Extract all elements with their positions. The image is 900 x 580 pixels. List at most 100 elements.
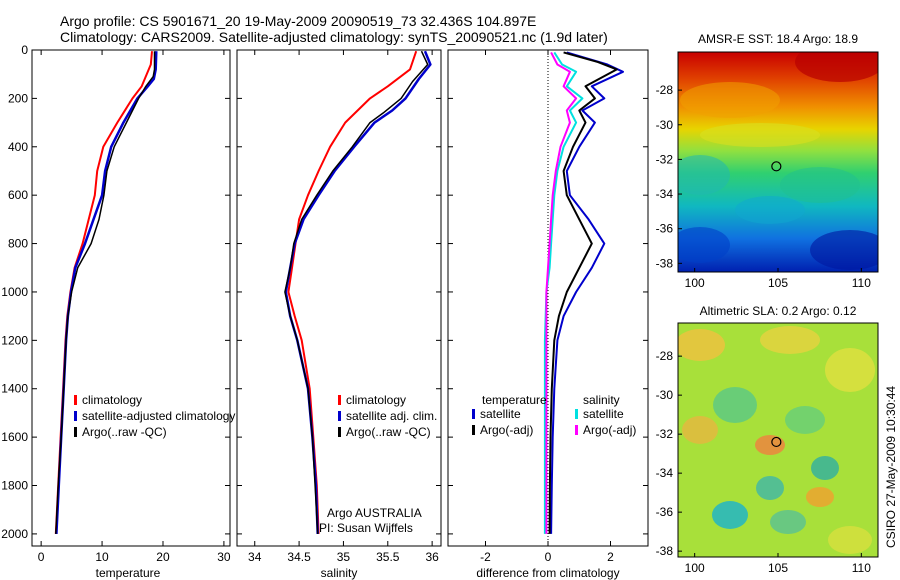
series-line bbox=[55, 51, 156, 534]
difference-legend-title-salinity: salinity bbox=[583, 393, 620, 407]
y-tick-label: 200 bbox=[8, 91, 28, 105]
legend-swatch bbox=[74, 395, 77, 405]
y-tick-label: 0 bbox=[21, 43, 28, 57]
series-line bbox=[550, 51, 624, 534]
difference-series bbox=[543, 51, 624, 534]
sla-map-ticks: 100 105 110 -28 -30 -32 -34 -36 -38 bbox=[656, 349, 872, 575]
temperature-ticks: 0 10 20 30 0 200 400 600 800 1000 1200 1400 1600 1800… bbox=[1, 43, 231, 564]
difference-ticks: -2 0 2 bbox=[448, 49, 648, 564]
y-tick-label: -38 bbox=[656, 544, 674, 558]
y-tick-label: -30 bbox=[656, 118, 674, 132]
y-tick-label: -32 bbox=[656, 427, 674, 441]
y-tick-label: 1800 bbox=[1, 479, 28, 493]
y-tick-label: 800 bbox=[8, 237, 28, 251]
x-tick-label: 34 bbox=[248, 550, 262, 564]
y-tick-label: -28 bbox=[656, 83, 674, 97]
y-tick-label: 1200 bbox=[1, 333, 28, 347]
y-tick-label: -32 bbox=[656, 152, 674, 166]
x-tick-label: 2 bbox=[607, 550, 614, 564]
legend-label: satellite bbox=[480, 407, 521, 421]
x-tick-label: 105 bbox=[768, 276, 788, 290]
difference-xlabel: difference from climatology bbox=[476, 566, 619, 580]
argo-australia-note: Argo AUSTRALIA bbox=[327, 506, 422, 520]
legend-label: satellite bbox=[583, 407, 624, 421]
y-tick-label: -34 bbox=[656, 466, 674, 480]
y-tick-label: 1000 bbox=[1, 285, 28, 299]
y-tick-label: 400 bbox=[8, 140, 28, 154]
salinity-panel: 34 34.5 35 35.5 36 climatology satellite adj.… bbox=[236, 49, 442, 580]
x-tick-label: 30 bbox=[217, 550, 231, 564]
salinity-series bbox=[284, 50, 432, 534]
y-tick-label: 2000 bbox=[1, 527, 28, 541]
legend-swatch bbox=[74, 427, 77, 437]
x-tick-label: 20 bbox=[156, 550, 170, 564]
x-tick-label: 0 bbox=[545, 550, 552, 564]
legend-label: Argo(-adj) bbox=[480, 423, 533, 437]
legend-label: satellite adj. clim. bbox=[346, 409, 437, 423]
sla-heatmap bbox=[678, 323, 878, 557]
y-tick-label: 1600 bbox=[1, 430, 28, 444]
x-tick-label: 110 bbox=[852, 276, 871, 290]
sst-map-title: AMSR-E SST: 18.4 Argo: 18.9 bbox=[698, 32, 858, 46]
sla-map-title: Altimetric SLA: 0.2 Argo: 0.12 bbox=[700, 304, 857, 318]
x-tick-label: 35.5 bbox=[376, 550, 400, 564]
difference-legend: satellite Argo(-adj) satellite Argo(-adj) bbox=[472, 407, 636, 437]
salinity-ticks: 34 34.5 35 35.5 36 bbox=[237, 49, 441, 564]
legend-swatch bbox=[338, 411, 341, 421]
y-tick-label: -36 bbox=[656, 222, 674, 236]
x-tick-label: 34.5 bbox=[287, 550, 311, 564]
argo-location-marker-sla bbox=[771, 436, 782, 448]
x-tick-label: 36 bbox=[425, 550, 439, 564]
sst-map-ticks: 100 105 110 -28 -30 -32 -34 -36 -38 bbox=[656, 83, 872, 290]
series-line bbox=[284, 50, 429, 534]
y-tick-label: 600 bbox=[8, 188, 28, 202]
legend-label: Argo(..raw -QC) bbox=[346, 425, 431, 439]
temperature-panel: 0 10 20 30 0 200 400 600 800 1000 1200 1400 1600 1800… bbox=[1, 43, 235, 580]
legend-swatch bbox=[338, 427, 341, 437]
legend-label: Argo(..raw -QC) bbox=[82, 425, 167, 439]
sla-map-panel: Altimetric SLA: 0.2 Argo: 0.12 100 105 110… bbox=[656, 304, 879, 575]
y-tick-label: -38 bbox=[656, 256, 674, 270]
legend-label: satellite-adjusted climatology bbox=[82, 409, 235, 423]
x-tick-label: 10 bbox=[95, 550, 109, 564]
salinity-legend: climatology satellite adj. clim. Argo(..ra… bbox=[338, 393, 437, 439]
x-tick-label: 110 bbox=[852, 561, 871, 575]
legend-swatch bbox=[74, 411, 77, 421]
x-tick-label: 105 bbox=[768, 561, 788, 575]
argo-location-marker bbox=[771, 161, 782, 172]
temperature-legend: climatology satellite-adjusted climatolog… bbox=[74, 393, 235, 439]
temperature-series bbox=[54, 51, 158, 534]
x-tick-label: 100 bbox=[685, 276, 705, 290]
temperature-plot-frame bbox=[31, 49, 231, 547]
legend-swatch bbox=[472, 409, 475, 419]
y-tick-label: 1400 bbox=[1, 382, 28, 396]
legend-label: climatology bbox=[82, 393, 142, 407]
csiro-timestamp: CSIRO 27-May-2009 10:30:44 bbox=[884, 385, 898, 548]
sst-heatmap bbox=[678, 52, 878, 272]
pi-name-note: PI: Susan Wijffels bbox=[319, 521, 413, 535]
sst-map-panel: AMSR-E SST: 18.4 Argo: 18.9 100 105 110 -28… bbox=[656, 32, 879, 290]
series-line bbox=[548, 51, 618, 534]
y-tick-label: -36 bbox=[656, 505, 674, 519]
legend-swatch bbox=[472, 425, 475, 435]
y-tick-label: -28 bbox=[656, 349, 674, 363]
figure-title-line1: Argo profile: CS 5901671_20 19-May-2009 … bbox=[60, 13, 537, 29]
difference-legend-title-temperature: temperature bbox=[482, 393, 547, 407]
y-tick-label: -34 bbox=[656, 187, 674, 201]
difference-panel: -2 0 2 satellite Argo(-adj) satellite Argo(-a… bbox=[447, 49, 649, 580]
series-line bbox=[543, 51, 584, 534]
series-line bbox=[545, 51, 578, 534]
legend-swatch bbox=[575, 409, 578, 419]
x-tick-label: 35 bbox=[337, 550, 351, 564]
legend-swatch bbox=[338, 395, 341, 405]
x-tick-label: 100 bbox=[685, 561, 705, 575]
x-tick-label: -2 bbox=[480, 550, 491, 564]
temperature-xlabel: temperature bbox=[96, 566, 161, 580]
y-tick-label: -30 bbox=[656, 388, 674, 402]
difference-plot-frame bbox=[447, 49, 649, 547]
salinity-plot-frame bbox=[236, 49, 442, 547]
x-tick-label: 0 bbox=[38, 550, 45, 564]
figure-title-line2: Climatology: CARS2009. Satellite-adjuste… bbox=[60, 29, 608, 45]
salinity-xlabel: salinity bbox=[321, 566, 358, 580]
